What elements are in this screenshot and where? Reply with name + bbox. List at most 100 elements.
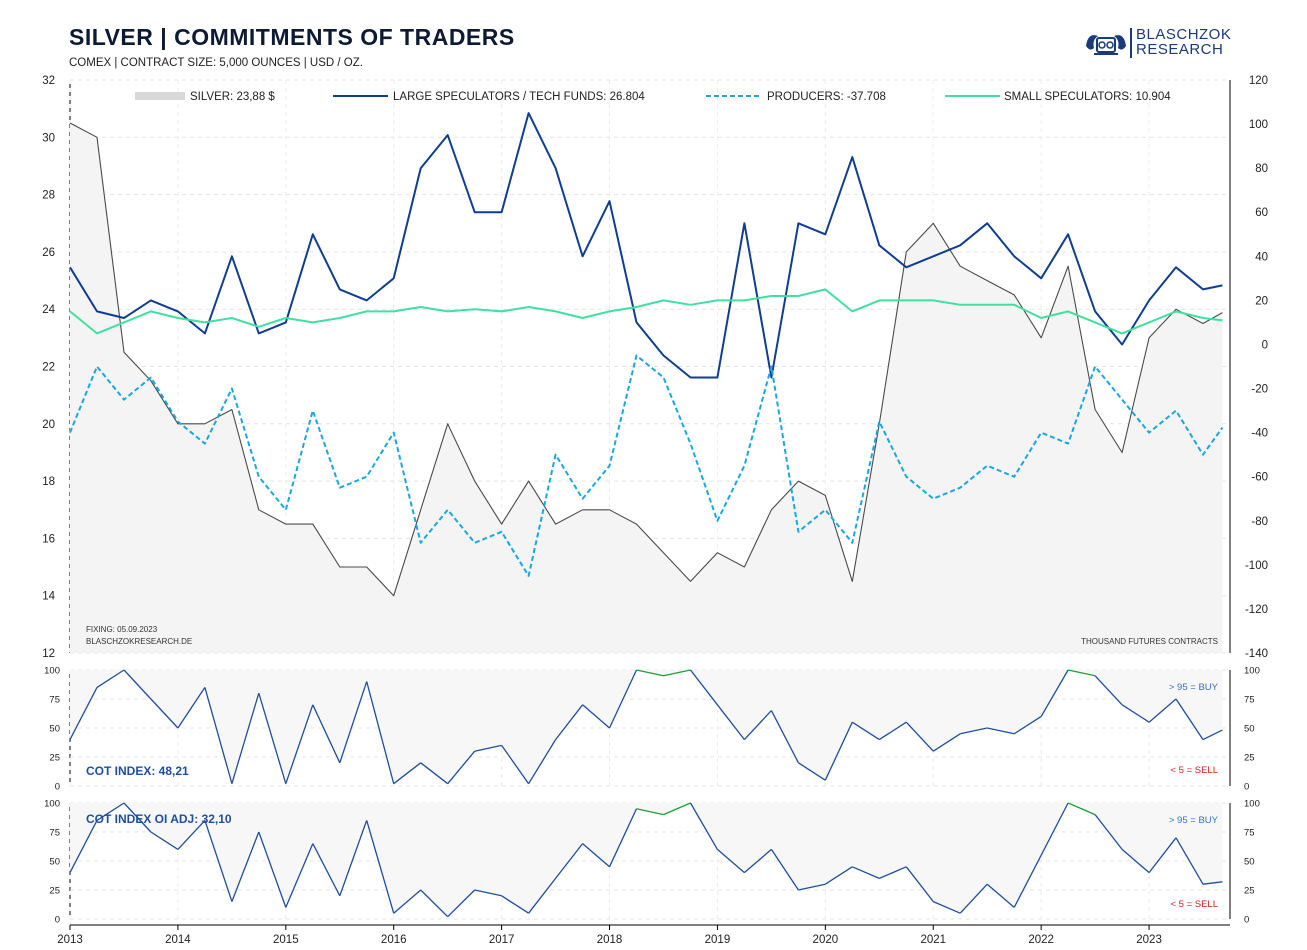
x-tick: 2020 (813, 934, 839, 946)
cot-index-segment (1202, 729, 1223, 741)
cot-index-segment (150, 698, 179, 729)
logo-divider (1130, 28, 1132, 58)
sell-threshold-label: < 5 = SELL (1170, 765, 1218, 776)
cot-index-segment (851, 721, 880, 741)
cot-index-y-right-tick: 100 (1244, 666, 1260, 677)
y-right-tick: 120 (1249, 75, 1268, 87)
series-producers (69, 354, 1224, 577)
cot-index-oi-y-left-tick: 50 (49, 857, 60, 868)
cot-index-oi-segment (689, 802, 718, 850)
y-right-tick: -80 (1251, 516, 1268, 528)
cot-index-segment (339, 681, 368, 764)
fixing-note: FIXING: 05.09.2023 (86, 625, 158, 634)
cot-index-oi-segment (1121, 848, 1150, 874)
cot-index-segment (1121, 704, 1150, 723)
cot-index-oi-segment (824, 866, 853, 885)
cot-index-oi-segment (1067, 802, 1096, 816)
cot-index-segment (420, 762, 449, 785)
cot-index-segment (96, 669, 125, 688)
y-right-tick: -40 (1251, 428, 1268, 440)
cot-index-oi-segment (798, 883, 826, 891)
cot-index-segment (689, 669, 718, 706)
y-left-tick: 28 (42, 190, 55, 202)
cot-index-oi-segment (582, 843, 610, 868)
cot-index-segment (798, 762, 826, 781)
chart-legend: SILVER: 23,88 $ LARGE SPECULATORS / TECH… (135, 91, 1171, 103)
x-tick: 2016 (381, 934, 407, 946)
buy-threshold-label: > 95 = BUY (1169, 682, 1219, 693)
buy-threshold-label-oi: > 95 = BUY (1169, 815, 1219, 826)
cot-index-oi-segment (716, 848, 745, 874)
y-right-tick: 80 (1255, 163, 1268, 175)
cot-index-segment (447, 750, 476, 785)
cot-index-oi-segment (770, 849, 799, 891)
cot-index-oi-segment (986, 883, 1015, 908)
y-right-tick: -140 (1245, 648, 1268, 660)
legend-producers: PRODUCERS: -37.708 (767, 91, 886, 103)
cot-index-segment (366, 681, 395, 784)
y-right-tick: -20 (1251, 384, 1268, 396)
y-right-tick: -120 (1245, 604, 1268, 616)
cot-index-y-left-tick: 100 (44, 666, 60, 677)
cot-index-oi-y-right-tick: 0 (1244, 915, 1249, 926)
cot-index-segment (716, 704, 745, 740)
cot-index-segment (1094, 675, 1123, 706)
cot-index-segment (1067, 669, 1096, 677)
cot-index-segment (528, 739, 557, 785)
y-right-tick: -60 (1251, 472, 1268, 484)
cot-index-oi-segment (447, 889, 476, 918)
cot-index-segment (1040, 669, 1069, 717)
cot-index-oi-segment (743, 848, 772, 874)
logo-text: BLASCHZOK RESEARCH (1136, 26, 1232, 58)
cot-index-y-left-tick: 50 (49, 724, 60, 735)
series-silver-price (69, 122, 1223, 597)
cot-index-segment (824, 721, 853, 781)
cot-index-segment (987, 727, 1015, 735)
cot-index-oi-segment (150, 831, 179, 850)
x-tick: 2023 (1136, 934, 1162, 946)
cot-index-segment (312, 704, 341, 764)
cot-index-oi-segment (1094, 814, 1123, 850)
x-tick: 2022 (1028, 934, 1054, 946)
cot-index-segment (878, 721, 907, 741)
cot-index-oi-segment (1148, 837, 1177, 873)
y-left-tick: 32 (42, 75, 55, 87)
cot-index-oi-segment (1202, 881, 1223, 885)
cot-index-oi-segment (959, 883, 988, 914)
cot-index-y-left-tick: 25 (49, 753, 60, 764)
source-note: BLASCHZOKRESEARCH.DE (86, 637, 192, 646)
cot-index-segment (1148, 698, 1177, 723)
cot-index-segment (555, 704, 584, 740)
y-left-tick: 12 (42, 648, 55, 660)
legend-silver: SILVER: 23,88 $ (190, 91, 275, 103)
y-left-tick: 24 (42, 304, 55, 316)
cot-index-y-right-tick: 75 (1244, 695, 1255, 706)
cot-index-oi-segment (69, 820, 98, 873)
series-small-specs (69, 288, 1223, 335)
cot-index-segment (258, 693, 287, 784)
cot-index-label: COT INDEX: 48,21 (86, 764, 189, 778)
cot-index-oi-segment (285, 843, 314, 908)
cot-index-y-right-tick: 25 (1244, 753, 1255, 764)
cot-index-oi-segment (879, 866, 907, 879)
cot-index-segment (69, 687, 98, 740)
cot-index-segment (743, 710, 772, 741)
cot-index-oi-segment (123, 802, 152, 833)
cot-index-y-left-tick: 75 (49, 695, 60, 706)
x-tick: 2014 (165, 934, 191, 946)
cot-index-oi-segment (393, 889, 422, 914)
silver-price-area (70, 123, 1223, 653)
cot-index-oi-segment (204, 820, 233, 902)
cot-index-oi-segment (177, 819, 206, 850)
cot-index-oi-segment (852, 866, 880, 879)
cot-index-oi-y-left-tick: 0 (55, 915, 60, 926)
cot-index-oi-y-right-tick: 50 (1244, 857, 1255, 868)
x-tick: 2018 (597, 934, 623, 946)
cot-index-y-right-tick: 0 (1244, 782, 1249, 793)
cot-index-area (70, 670, 1223, 784)
y-right-tick: 0 (1262, 339, 1268, 351)
cot-index-oi-segment (1040, 802, 1069, 856)
cot-index-oi-segment (555, 843, 584, 879)
y-right-tick: 100 (1249, 119, 1268, 131)
logo-emblem-icon (1086, 35, 1126, 55)
